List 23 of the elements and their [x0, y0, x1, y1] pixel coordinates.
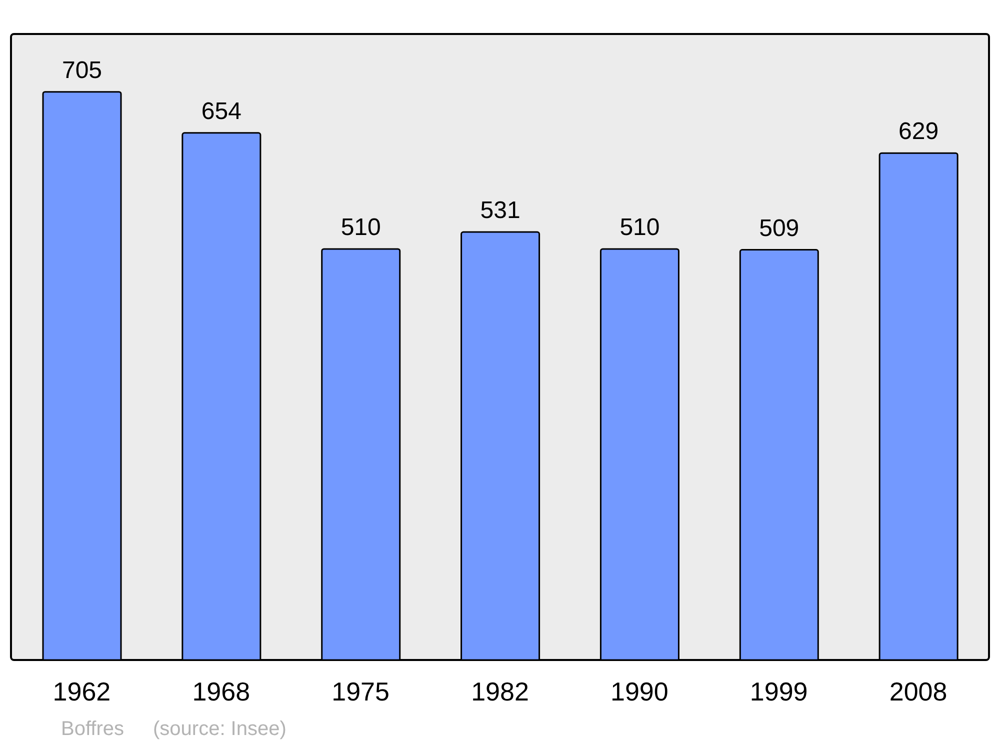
data-label: 510 [620, 214, 660, 241]
x-tick-label: 1982 [471, 676, 529, 706]
data-label: 705 [62, 56, 102, 84]
data-label: 510 [340, 214, 381, 241]
bar [321, 248, 401, 661]
x-tick-label: 1962 [52, 676, 111, 706]
bar [460, 231, 540, 661]
bar [739, 249, 819, 661]
bar [42, 91, 122, 661]
bar [878, 152, 958, 661]
data-label: 629 [898, 118, 939, 146]
x-tick-label: 1999 [750, 676, 808, 706]
x-tick-label: 2008 [889, 676, 948, 706]
data-label: 531 [480, 197, 520, 224]
data-label: 509 [759, 214, 800, 242]
text: (source: Insee) [153, 718, 286, 741]
x-tick-label: 1975 [332, 676, 390, 706]
text: Boffres [61, 718, 124, 741]
data-label: 654 [201, 98, 242, 125]
x-tick-label: 1990 [610, 676, 668, 706]
x-tick-label: 1968 [192, 676, 250, 706]
bar [600, 248, 680, 661]
bar [182, 132, 262, 661]
